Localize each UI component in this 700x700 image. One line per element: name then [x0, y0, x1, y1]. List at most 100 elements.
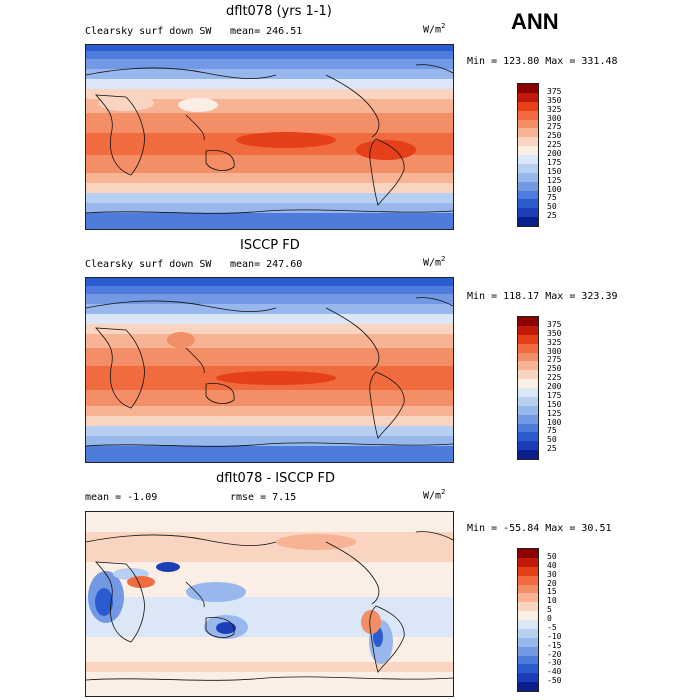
- colorbar-swatch: [518, 664, 538, 674]
- panel-2-title: ISCCP FD: [240, 238, 300, 253]
- colorbar-swatch: [518, 84, 538, 93]
- colorbar-swatch: [518, 163, 538, 173]
- panel-2-colorbar: [517, 316, 539, 460]
- colorbar-swatch: [518, 396, 538, 406]
- panel-1-cbar-label: 250: [547, 131, 562, 141]
- panel-2-map: [85, 277, 454, 463]
- colorbar-swatch: [518, 557, 538, 567]
- panel-2-mean-label: mean= 247.60: [230, 259, 303, 270]
- panel-1-cbar-label: 200: [547, 149, 562, 158]
- panel-3-rmse-label: rmse = 7.15: [230, 492, 297, 503]
- panel-1-map-field: [86, 45, 453, 229]
- panel-2-units: W/m2: [423, 255, 446, 269]
- colorbar-swatch: [518, 575, 538, 585]
- panel-2-cbar-label: 25: [547, 444, 557, 454]
- colorbar-swatch: [518, 119, 538, 129]
- panel-1-variable-label: Clearsky surf down SW: [85, 26, 212, 37]
- season-label: ANN: [511, 9, 559, 34]
- panel-1-title: dflt078 (yrs 1-1): [226, 4, 332, 19]
- colorbar-swatch: [518, 566, 538, 576]
- panel-1-minmax: Min = 123.80 Max = 331.48: [467, 56, 618, 67]
- colorbar-swatch: [518, 441, 538, 451]
- panel-2-variable-label: Clearsky surf down SW: [85, 259, 212, 270]
- colorbar-swatch: [518, 317, 538, 326]
- panel-2-cbar-label: 350: [547, 328, 562, 338]
- panel-3-cbar-label: 15: [547, 587, 557, 597]
- colorbar-swatch: [518, 361, 538, 371]
- colorbar-swatch: [518, 110, 538, 120]
- panel-1-colorbar: [517, 83, 539, 227]
- panel-1-colorbar-swatches: [518, 84, 538, 226]
- colorbar-swatch: [518, 343, 538, 353]
- panel-2-cbar-label: 175: [547, 390, 562, 400]
- panel-3-colorbar-swatches: [518, 549, 538, 691]
- panel-2-colorbar-swatches: [518, 317, 538, 459]
- panel-1-cbar-label: 50: [547, 202, 557, 212]
- panel-1-mean-label: mean= 246.51: [230, 26, 303, 37]
- panel-1-colorbar-labels: 375 350 325 300 275 250 225 200 175 150 …: [547, 83, 587, 227]
- panel-3-cbar-label: 0: [547, 614, 552, 623]
- colorbar-swatch: [518, 388, 538, 397]
- colorbar-swatch: [518, 450, 538, 459]
- panel-3-cbar-label: -10: [547, 631, 562, 641]
- colorbar-swatch: [518, 325, 538, 335]
- colorbar-swatch: [518, 370, 538, 380]
- colorbar-swatch: [518, 128, 538, 138]
- colorbar-swatch: [518, 611, 538, 620]
- colorbar-swatch: [518, 584, 538, 594]
- panel-1-cbar-label: 350: [547, 95, 562, 105]
- colorbar-swatch: [518, 646, 538, 656]
- panel-3-cbar-label: -50: [547, 676, 562, 686]
- panel-3-units: W/m2: [423, 488, 446, 502]
- colorbar-swatch: [518, 334, 538, 344]
- panel-3-mean-label: mean = -1.09: [85, 492, 158, 503]
- colorbar-swatch: [518, 637, 538, 647]
- colorbar-swatch: [518, 217, 538, 226]
- panel-2-map-field: [86, 278, 453, 462]
- panel-3-cbar-label: 40: [547, 560, 557, 570]
- panel-1-cbar-label: 75: [547, 193, 557, 203]
- panel-2-cbar-label: 275: [547, 355, 562, 365]
- panel-3-title: dflt078 - ISCCP FD: [216, 471, 336, 486]
- panel-3-cbar-label: 10: [547, 596, 557, 606]
- colorbar-swatch: [518, 682, 538, 691]
- panel-2-colorbar-labels: 375 350 325 300 275 250 225 200 175 150 …: [547, 316, 587, 460]
- panel-3-cbar-label: 50: [547, 551, 557, 561]
- panel-1-map: [85, 44, 454, 230]
- colorbar-swatch: [518, 146, 538, 155]
- panel-2-cbar-label: 250: [547, 364, 562, 374]
- colorbar-swatch: [518, 432, 538, 442]
- colorbar-swatch: [518, 155, 538, 164]
- panel-3-cbar-label: 30: [547, 569, 557, 579]
- panel-1-cbar-label: 300: [547, 113, 562, 123]
- panel-3-cbar-label: -20: [547, 649, 562, 659]
- colorbar-swatch: [518, 208, 538, 218]
- colorbar-swatch: [518, 172, 538, 182]
- colorbar-swatch: [518, 92, 538, 102]
- colorbar-swatch: [518, 352, 538, 362]
- panel-1-cbar-label: 325: [547, 104, 562, 114]
- panel-2-cbar-label: 125: [547, 408, 562, 418]
- colorbar-swatch: [518, 199, 538, 209]
- panel-2-cbar-label: 200: [547, 382, 562, 391]
- panel-1-units: W/m2: [423, 22, 446, 36]
- colorbar-swatch: [518, 137, 538, 147]
- panel-1-cbar-label: 125: [547, 175, 562, 185]
- colorbar-swatch: [518, 414, 538, 424]
- panel-3-cbar-label: -40: [547, 667, 562, 677]
- panel-3-cbar-label: -5: [547, 622, 557, 632]
- colorbar-swatch: [518, 379, 538, 388]
- panel-2-minmax: Min = 118.17 Max = 323.39: [467, 291, 618, 302]
- colorbar-swatch: [518, 101, 538, 111]
- panel-2-cbar-label: 325: [547, 337, 562, 347]
- colorbar-swatch: [518, 190, 538, 200]
- colorbar-swatch: [518, 181, 538, 191]
- colorbar-swatch: [518, 602, 538, 612]
- panel-2-cbar-label: 100: [547, 417, 562, 427]
- panel-3-map: [85, 511, 454, 697]
- colorbar-swatch: [518, 620, 538, 629]
- panel-2-cbar-label: 225: [547, 373, 562, 383]
- colorbar-swatch: [518, 423, 538, 433]
- panel-2-cbar-label: 75: [547, 426, 557, 436]
- panel-3-cbar-label: -30: [547, 658, 562, 668]
